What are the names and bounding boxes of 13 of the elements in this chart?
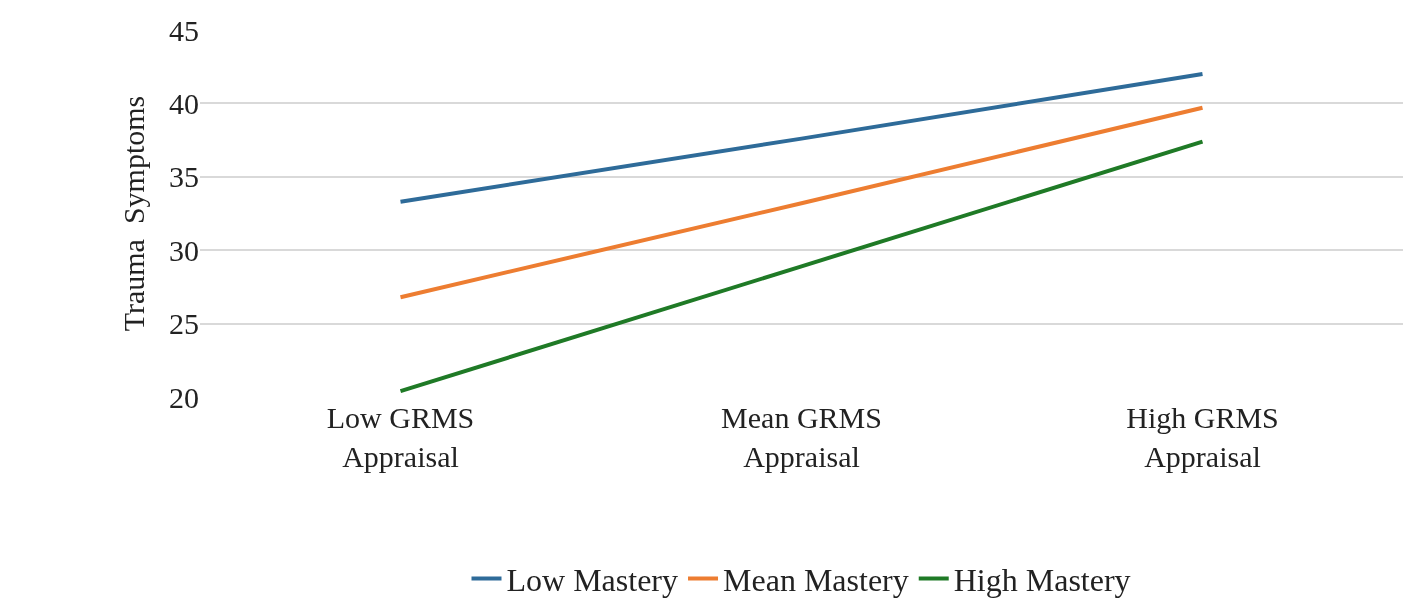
x-tick-label: High GRMS Appraisal — [1126, 401, 1279, 473]
legend-label: Mean Mastery — [723, 561, 909, 598]
x-tick-label: Low GRMS Appraisal — [326, 401, 475, 473]
y-tick-label: 35 — [169, 160, 199, 194]
y-tick-label: 25 — [169, 307, 199, 341]
legend-label: High Mastery — [953, 561, 1131, 598]
y-tick-label: 30 — [169, 233, 199, 267]
y-tick-label: 45 — [169, 13, 199, 47]
y-tick-label: 40 — [169, 86, 199, 120]
y-tick-label: 20 — [169, 380, 199, 414]
x-tick-label: Mean GRMS Appraisal — [721, 401, 882, 473]
legend-label: Low Mastery — [506, 561, 679, 598]
y-axis-title: Trauma Symptoms — [117, 95, 150, 332]
